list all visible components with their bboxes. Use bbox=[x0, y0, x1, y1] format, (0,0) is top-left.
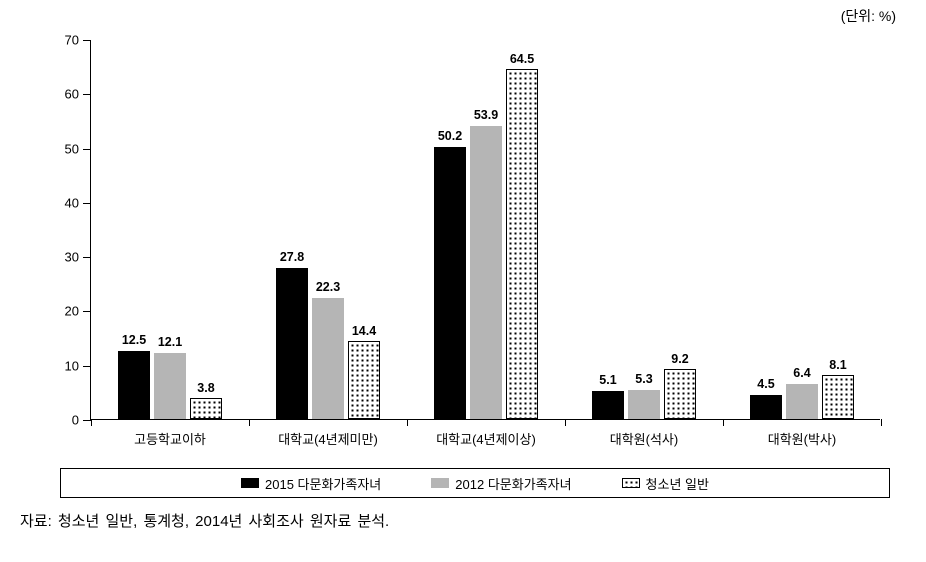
legend-label: 청소년 일반 bbox=[646, 474, 709, 493]
bar-value-label: 53.9 bbox=[474, 108, 498, 122]
y-tick-label: 0 bbox=[72, 413, 79, 428]
bar-value-label: 14.4 bbox=[352, 324, 376, 338]
y-tick bbox=[83, 94, 91, 95]
y-tick bbox=[83, 149, 91, 150]
legend-swatch-gray bbox=[431, 478, 449, 488]
bar-value-label: 5.3 bbox=[635, 372, 652, 386]
bar-value-label: 8.1 bbox=[829, 358, 846, 372]
bar-value-label: 50.2 bbox=[438, 129, 462, 143]
bar: 5.1 bbox=[592, 391, 624, 419]
bar: 53.9 bbox=[470, 126, 502, 419]
y-tick-label: 30 bbox=[65, 250, 79, 265]
unit-label: (단위: %) bbox=[841, 6, 896, 26]
y-tick-label: 50 bbox=[65, 141, 79, 156]
y-tick-label: 70 bbox=[65, 33, 79, 48]
y-tick-label: 60 bbox=[65, 87, 79, 102]
bar-value-label: 22.3 bbox=[316, 280, 340, 294]
x-category-label: 대학원(박사) bbox=[768, 429, 836, 448]
x-tick bbox=[249, 419, 250, 426]
bar-value-label: 12.1 bbox=[158, 335, 182, 349]
y-tick bbox=[83, 311, 91, 312]
bar: 50.2 bbox=[434, 147, 466, 420]
legend: 2015 다문화가족자녀 2012 다문화가족자녀 청소년 일반 bbox=[60, 468, 890, 498]
x-tick bbox=[407, 419, 408, 426]
x-category-label: 대학교(4년제이상) bbox=[436, 429, 536, 448]
legend-item-series-0: 2015 다문화가족자녀 bbox=[241, 474, 381, 493]
bar-value-label: 27.8 bbox=[280, 250, 304, 264]
bar: 4.5 bbox=[750, 395, 782, 419]
y-tick-label: 40 bbox=[65, 195, 79, 210]
x-tick bbox=[881, 419, 882, 426]
bar-value-label: 5.1 bbox=[599, 373, 616, 387]
legend-swatch-dots bbox=[622, 478, 640, 488]
legend-item-series-1: 2012 다문화가족자녀 bbox=[431, 474, 571, 493]
bar: 12.1 bbox=[154, 353, 186, 419]
bar-value-label: 12.5 bbox=[122, 333, 146, 347]
bar: 14.4 bbox=[348, 341, 380, 419]
y-tick bbox=[83, 420, 91, 421]
bar-value-label: 9.2 bbox=[671, 352, 688, 366]
bar-value-label: 64.5 bbox=[510, 52, 534, 66]
bar: 8.1 bbox=[822, 375, 854, 419]
y-tick bbox=[83, 203, 91, 204]
legend-label: 2012 다문화가족자녀 bbox=[455, 474, 571, 493]
bar: 27.8 bbox=[276, 268, 308, 419]
bar: 64.5 bbox=[506, 69, 538, 419]
bar: 5.3 bbox=[628, 390, 660, 419]
bar-value-label: 6.4 bbox=[793, 366, 810, 380]
bar: 9.2 bbox=[664, 369, 696, 419]
bar: 12.5 bbox=[118, 351, 150, 419]
bar: 22.3 bbox=[312, 298, 344, 419]
x-category-label: 고등학교이하 bbox=[134, 429, 206, 448]
legend-swatch-black bbox=[241, 478, 259, 488]
bar: 3.8 bbox=[190, 398, 222, 419]
y-tick bbox=[83, 257, 91, 258]
y-tick bbox=[83, 366, 91, 367]
chart-area: 01020304050607012.512.13.8고등학교이하27.822.3… bbox=[60, 30, 890, 450]
source-citation: 자료: 청소년 일반, 통계청, 2014년 사회조사 원자료 분석. bbox=[20, 510, 389, 531]
bar: 6.4 bbox=[786, 384, 818, 419]
legend-item-series-2: 청소년 일반 bbox=[622, 474, 709, 493]
plot-region: 01020304050607012.512.13.8고등학교이하27.822.3… bbox=[90, 40, 880, 420]
y-tick-label: 20 bbox=[65, 304, 79, 319]
legend-label: 2015 다문화가족자녀 bbox=[265, 474, 381, 493]
y-tick bbox=[83, 40, 91, 41]
bar-value-label: 4.5 bbox=[757, 377, 774, 391]
x-tick bbox=[91, 419, 92, 426]
x-category-label: 대학원(석사) bbox=[610, 429, 678, 448]
y-tick-label: 10 bbox=[65, 358, 79, 373]
x-tick bbox=[723, 419, 724, 426]
x-tick bbox=[565, 419, 566, 426]
bar-value-label: 3.8 bbox=[197, 381, 214, 395]
x-category-label: 대학교(4년제미만) bbox=[278, 429, 378, 448]
